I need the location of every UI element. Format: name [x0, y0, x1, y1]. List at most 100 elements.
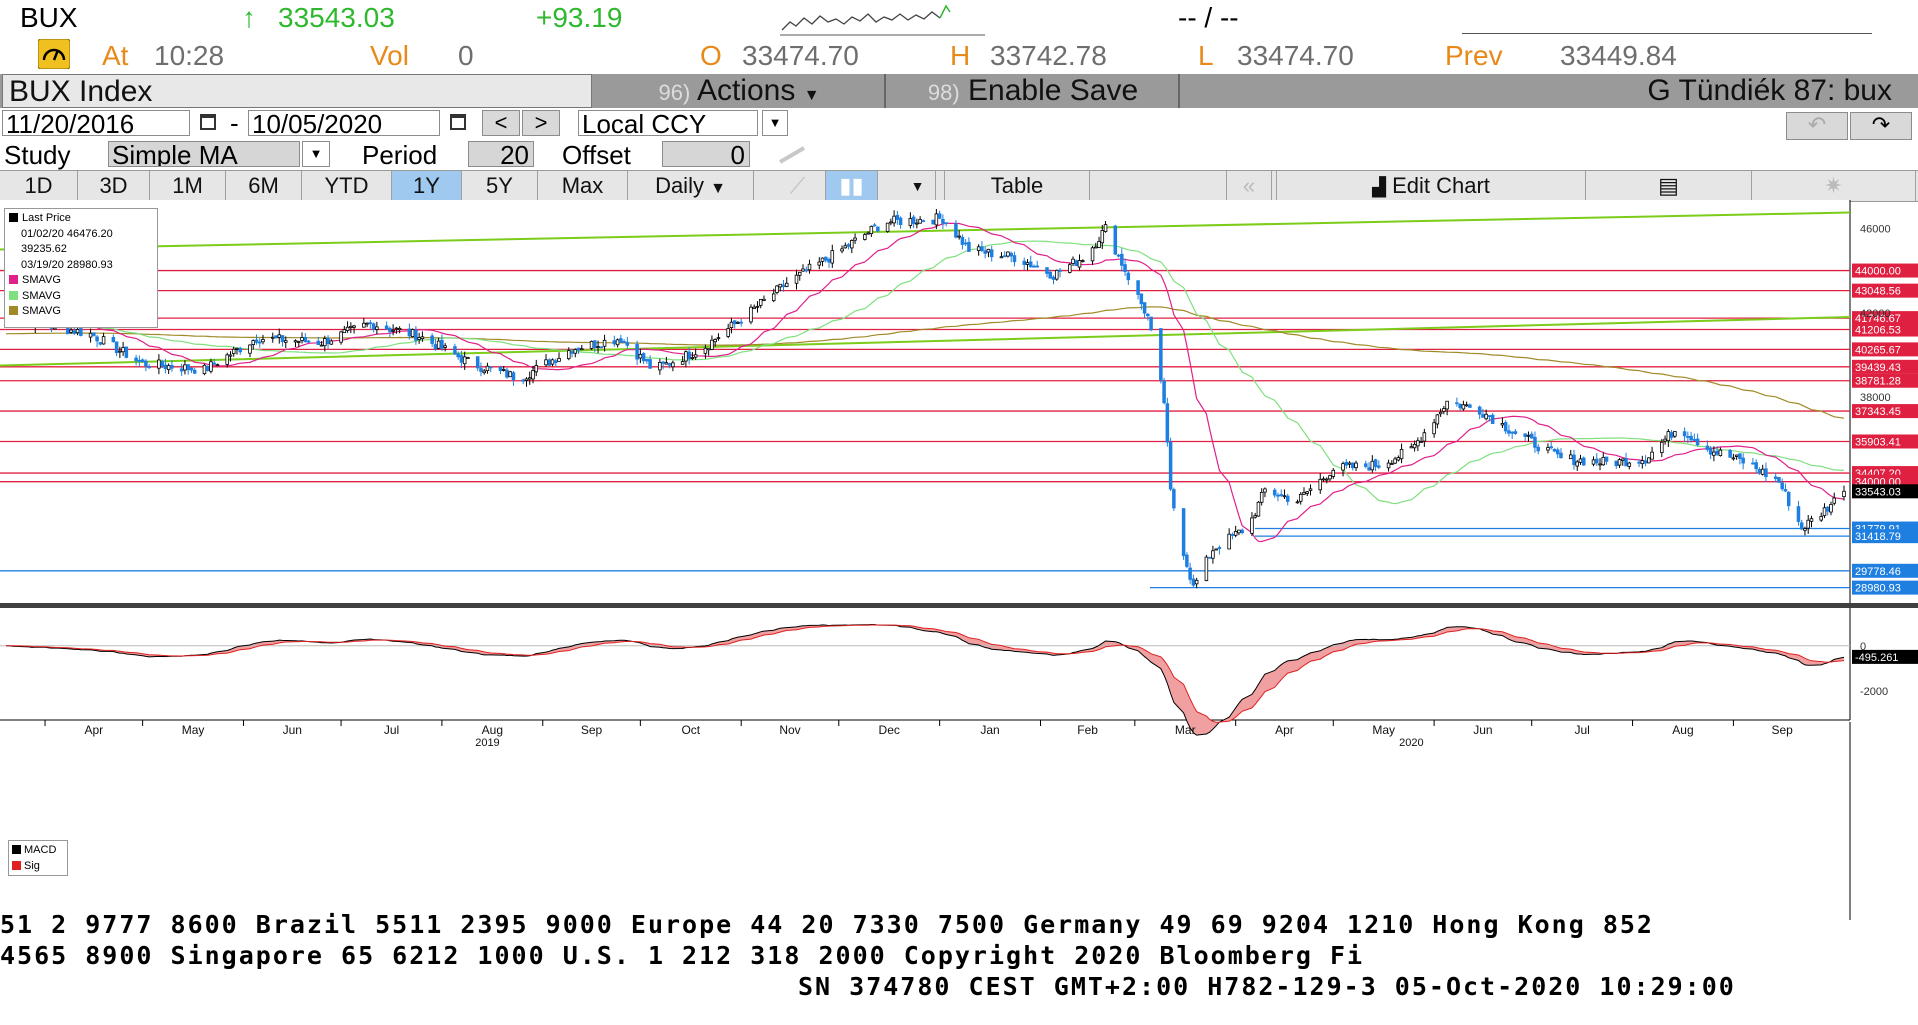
candle-body — [638, 354, 643, 359]
candle-body — [1103, 224, 1108, 232]
candle-body — [466, 357, 470, 359]
study-value: Simple MA — [112, 141, 238, 167]
chevron-down-icon[interactable]: ▼ — [762, 110, 788, 136]
month-label: Dec — [879, 723, 900, 737]
candle-body — [863, 234, 867, 240]
redo-button[interactable]: ↷ — [1850, 112, 1912, 140]
price-level-tag — [1852, 322, 1918, 337]
frequency-select[interactable]: Daily ▼ — [628, 171, 754, 201]
enable-save-button[interactable]: 98) Enable Save — [888, 74, 1180, 108]
candle-body — [1237, 529, 1241, 534]
candle-body — [661, 361, 665, 364]
chevron-down-icon[interactable]: ▼ — [302, 141, 330, 167]
candle-body — [1081, 260, 1085, 262]
candle-body — [758, 299, 763, 306]
candle-body — [931, 219, 935, 225]
candle-body — [1146, 313, 1150, 317]
range-1m[interactable]: 1M — [150, 171, 226, 201]
price-level-tag — [1852, 283, 1918, 298]
next-period-button[interactable]: > — [522, 110, 560, 136]
year-label: 2019 — [475, 737, 499, 749]
candle-body — [316, 340, 321, 346]
candle-body — [375, 326, 379, 330]
candle-body — [352, 325, 356, 328]
candle-body — [1718, 449, 1723, 456]
candle-body — [1484, 413, 1488, 420]
offset-field[interactable]: 0 — [662, 141, 750, 167]
candle-body — [957, 235, 961, 238]
security-field[interactable]: BUX Index — [2, 74, 592, 108]
candle-body — [498, 366, 503, 372]
range-5y[interactable]: 5Y — [462, 171, 538, 201]
line-chart-icon[interactable]: ⟋ — [770, 171, 826, 201]
candle-body — [1324, 478, 1329, 481]
double-chevron-left-icon[interactable]: « — [1226, 171, 1272, 201]
candle-body — [876, 226, 880, 232]
candle-body — [231, 348, 236, 354]
range-1y[interactable]: 1Y — [392, 171, 462, 201]
candle-body — [365, 322, 369, 325]
prev-period-button[interactable]: < — [482, 110, 520, 136]
candle-body — [137, 359, 142, 362]
table-button[interactable]: Table — [944, 171, 1090, 201]
candle-body — [505, 369, 509, 378]
study-select[interactable]: Simple MA — [108, 141, 300, 167]
end-date-field[interactable]: 10/05/2020 — [248, 110, 440, 136]
gear-icon[interactable]: ✷ — [1752, 171, 1916, 201]
candle-body — [1555, 449, 1560, 455]
candle-body — [807, 263, 812, 271]
candle-body — [1829, 503, 1833, 513]
candle-body — [713, 339, 717, 343]
candle-body — [1442, 408, 1446, 412]
range-ytd[interactable]: YTD — [302, 171, 392, 201]
candle-body — [144, 360, 148, 367]
candle-body — [658, 362, 662, 371]
legend-average: 39235.62 — [21, 243, 67, 255]
calendar-icon[interactable] — [450, 114, 466, 130]
candle-body — [817, 261, 822, 266]
start-date-field[interactable]: 11/20/2016 — [2, 110, 190, 136]
chevron-down-icon[interactable]: ▼ — [900, 171, 936, 201]
candle-body — [1764, 468, 1768, 478]
candle-body — [732, 320, 737, 325]
candle-body — [570, 351, 574, 354]
candle-body — [619, 338, 623, 343]
candle-body — [1390, 463, 1394, 466]
candle-body — [567, 350, 571, 360]
edit-chart-button[interactable]: ▟ Edit Chart — [1276, 171, 1586, 201]
candle-body — [1097, 241, 1101, 248]
candle-body — [1712, 451, 1716, 456]
calendar-icon[interactable] — [200, 114, 216, 130]
candle-body — [306, 340, 311, 343]
legend-sma-2: SMAVG — [22, 289, 61, 302]
candle-body — [303, 336, 308, 343]
range-3d[interactable]: 3D — [78, 171, 150, 201]
candle-body — [827, 258, 831, 263]
candle-body — [671, 362, 675, 368]
candle-body — [475, 356, 480, 369]
gauge-icon[interactable] — [38, 39, 70, 69]
actions-menu[interactable]: 96) Actions ▼ — [594, 74, 886, 108]
range-6m[interactable]: 6M — [226, 171, 302, 201]
candle-body — [983, 250, 987, 254]
candle-body — [1253, 515, 1257, 518]
range-1d[interactable]: 1D — [0, 171, 78, 201]
undo-button[interactable]: ↶ — [1786, 112, 1848, 140]
low-price: 33474.70 — [1237, 40, 1354, 71]
chart-legend: Last Price 01/02/20 46476.20 39235.62 03… — [4, 208, 158, 328]
range-max[interactable]: Max — [538, 171, 628, 201]
candle-body — [1305, 491, 1310, 494]
candle-body — [1832, 497, 1837, 504]
candle-body — [869, 226, 874, 235]
candle-body — [124, 346, 129, 358]
candle-chart-icon[interactable]: ▮▮ — [826, 171, 878, 201]
chart-settings-icon[interactable]: ▤ — [1586, 171, 1752, 201]
candle-body — [1799, 522, 1804, 530]
candle-body — [134, 357, 138, 362]
currency-select[interactable]: Local CCY — [578, 110, 758, 136]
period-field[interactable]: 20 — [468, 141, 534, 167]
price-level-label: 39439.43 — [1855, 362, 1901, 374]
candle-body — [830, 250, 835, 264]
pencil-icon[interactable] — [776, 144, 808, 166]
